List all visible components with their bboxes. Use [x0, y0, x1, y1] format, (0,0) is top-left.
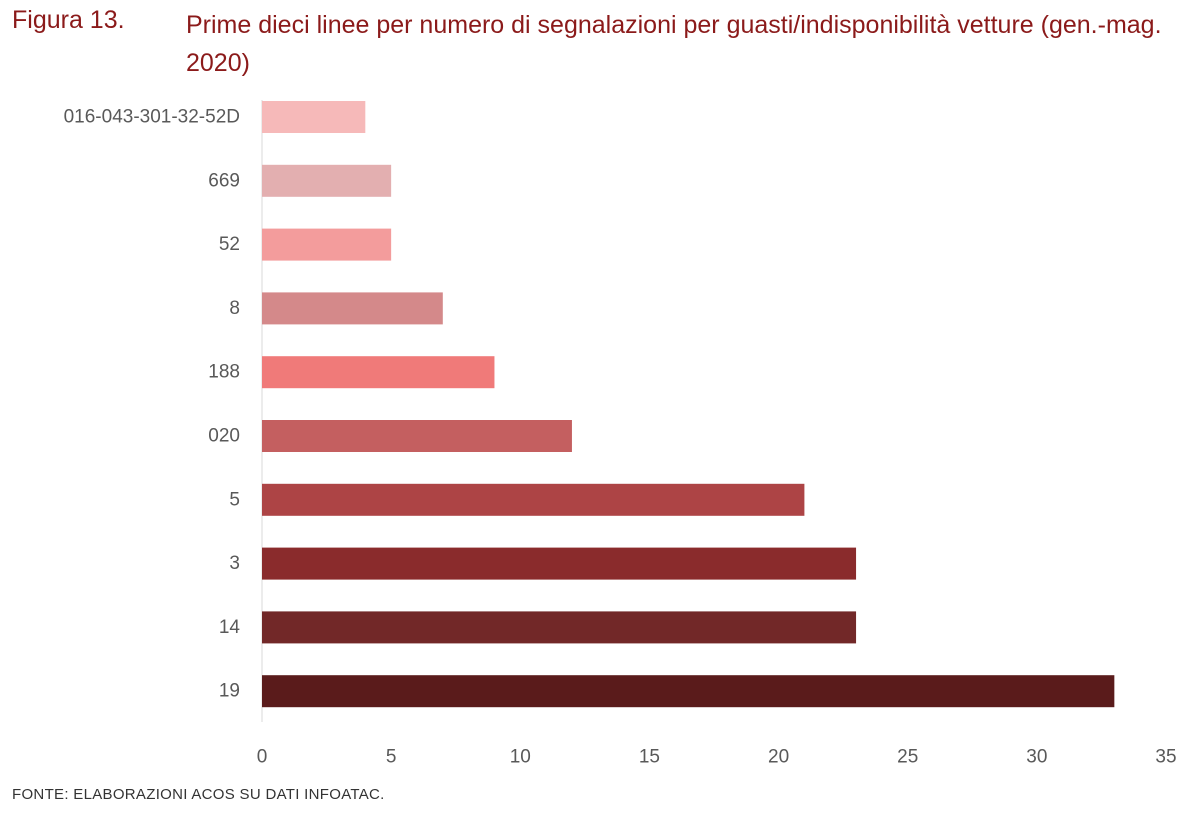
x-tick-label: 30 — [1026, 747, 1047, 768]
bar-14 — [262, 611, 857, 644]
bar-188 — [262, 356, 495, 389]
bar-669 — [262, 164, 392, 197]
bar-19 — [262, 675, 1115, 708]
x-tick-label: 10 — [510, 747, 531, 768]
x-tick-label: 35 — [1155, 747, 1176, 768]
category-label: 14 — [219, 617, 241, 638]
bar-016-043-301-32-52D — [262, 101, 366, 133]
category-label: 5 — [229, 489, 240, 510]
bar-8 — [262, 292, 443, 325]
category-label: 188 — [208, 362, 240, 383]
category-label: 020 — [208, 426, 240, 447]
x-tick-label: 5 — [386, 747, 397, 768]
x-tick-label: 20 — [768, 747, 789, 768]
category-label: 016-043-301-32-52D — [64, 107, 240, 128]
x-tick-label: 25 — [897, 747, 918, 768]
chart-title: Prime dieci linee per numero di segnalaz… — [186, 11, 1162, 77]
bar-020 — [262, 420, 572, 452]
category-label: 52 — [219, 234, 240, 255]
category-label: 3 — [229, 553, 240, 574]
category-label: 19 — [219, 681, 240, 702]
category-label: 669 — [208, 170, 240, 191]
x-tick-label: 0 — [257, 747, 268, 768]
bar-chart: 016-043-301-32-52D 669 52 8 188 020 5 3 14 19 0 5 1… — [64, 100, 1177, 768]
figure-label: Figura 13. — [12, 6, 125, 34]
bar-3 — [262, 547, 857, 580]
bar-5 — [262, 483, 805, 516]
category-label: 8 — [229, 298, 240, 319]
source-note: FONTE: ELABORAZIONI ACOS SU DATI INFOATA… — [12, 786, 385, 803]
bar-52 — [262, 228, 392, 261]
x-tick-label: 15 — [639, 747, 660, 768]
